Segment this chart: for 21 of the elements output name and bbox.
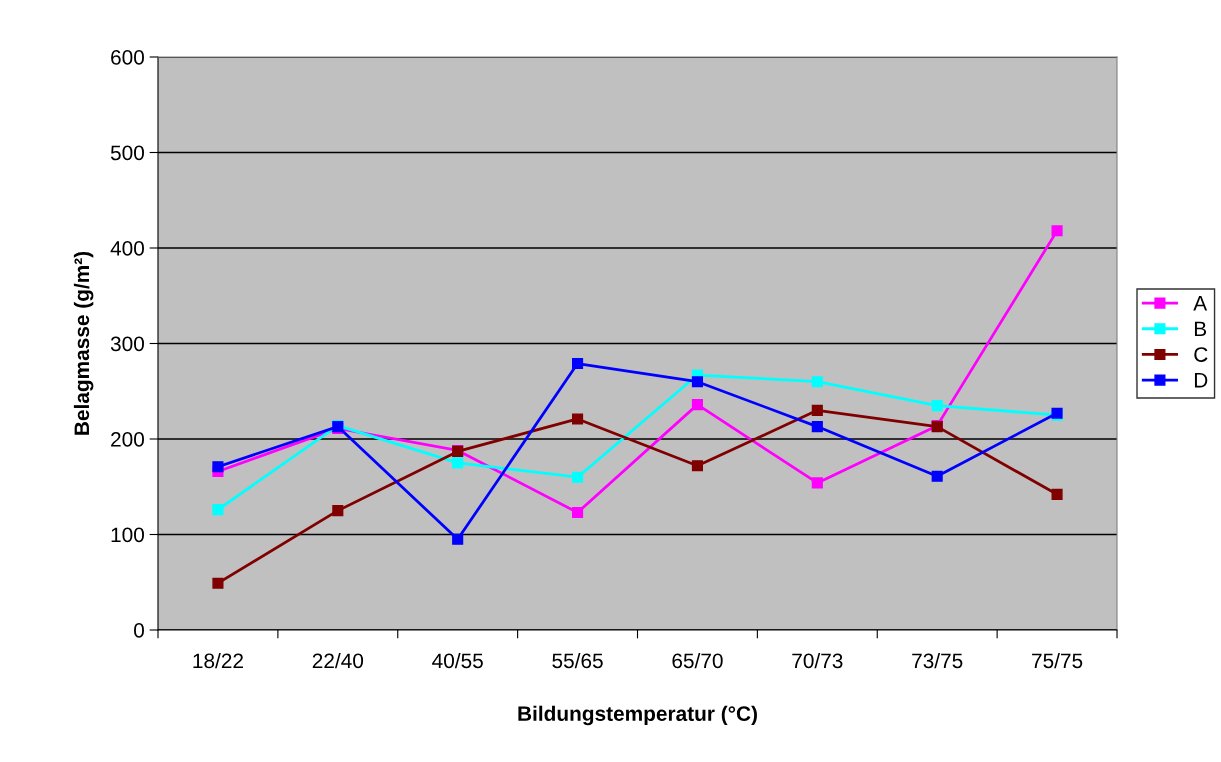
y-tick-label: 600 [111,50,144,65]
y-tick-label: 0 [134,623,144,638]
y-tick-label: 500 [110,145,144,161]
x-tick-label: 40/55 [432,652,483,669]
x-axis-title: Bildungstemperatur (°C) [518,705,757,726]
x-tick-label: 18/22 [193,652,243,669]
y-tick-label: 200 [111,432,144,447]
x-tick-label: 22/40 [312,652,364,669]
legend-label: D [1194,373,1208,388]
legend-label: A [1193,296,1208,311]
x-tick-label: 75/75 [1032,652,1083,669]
y-tick-label: 400 [110,241,144,256]
legend-label: B [1194,321,1207,337]
x-tick-label: 65/70 [672,652,723,669]
x-tick-label: 73/75 [912,652,963,669]
y-axis-title: Belagmasse (g/m²) [73,251,94,435]
x-tick-label: 55/65 [552,652,603,669]
x-tick-label: 70/73 [792,652,843,669]
y-tick-label: 100 [111,527,144,543]
y-tick-label: 300 [110,336,144,352]
legend-label: C [1194,347,1208,362]
